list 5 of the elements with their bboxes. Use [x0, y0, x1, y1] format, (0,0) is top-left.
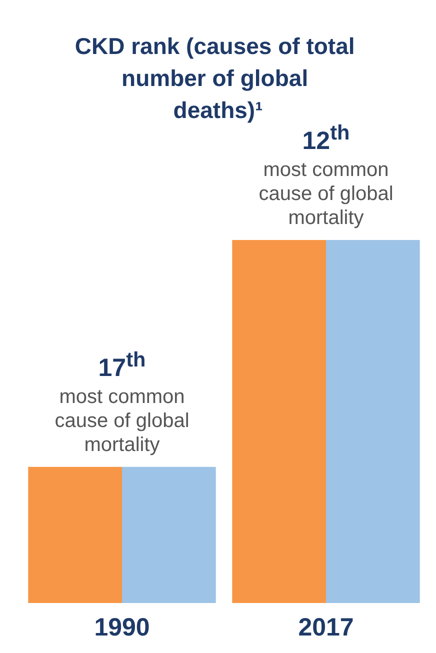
- chart-title: CKD rank (causes of total number of global deaths)¹: [74, 33, 362, 123]
- x-tick-label: 1990: [94, 614, 150, 642]
- x-tick-label: 2017: [298, 614, 354, 642]
- annotation: 17$^{th}$ most common cause of global mortality: [54, 348, 190, 457]
- annotation: 12$^{th}$ most common cause of global mortality: [258, 122, 394, 230]
